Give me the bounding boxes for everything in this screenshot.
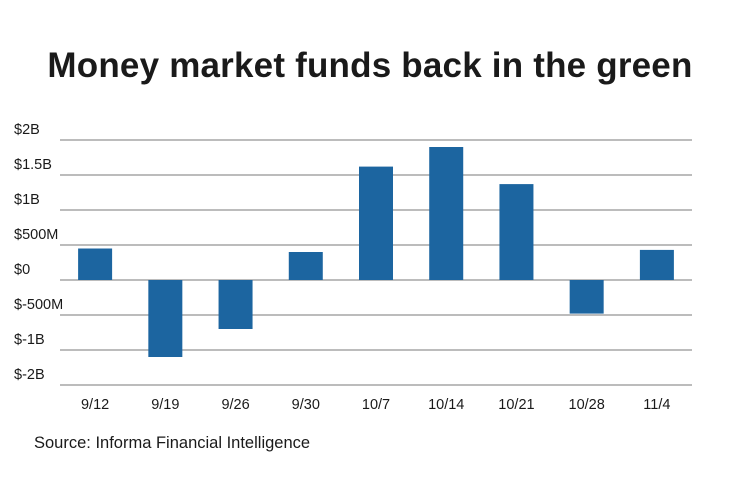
source-note: Source: Informa Financial Intelligence [34,434,311,452]
x-tick-label: 9/12 [81,397,109,413]
y-tick-label: $1B [14,192,40,208]
bar-10-14 [429,147,464,280]
bar-chart: $2B$1.5B$1B$500M$0$-500M$-1B$-2B 9/12 9/1… [14,122,692,413]
x-tick-label: 11/4 [643,397,670,413]
x-tick-label: 9/19 [151,397,179,413]
x-tick-label: 10/7 [362,397,390,413]
bar-9-19 [148,280,183,357]
y-tick-label: $-500M [14,297,63,313]
bar-10-7 [359,166,393,280]
y-tick-label: $0 [14,262,30,278]
x-axis-labels: 9/12 9/19 9/26 9/30 10/7 10/14 10/21 10/28 11/4 [81,397,670,413]
y-tick-label: $500M [14,227,58,243]
x-tick-label: 10/14 [428,397,464,413]
chart-title: Money market funds back in the green [47,46,693,85]
x-tick-label: 9/26 [221,397,249,413]
y-tick-label: $2B [14,122,40,138]
x-tick-label: 9/30 [292,397,320,413]
y-tick-label: $1.5B [14,157,52,173]
y-tick-label: $-1B [14,332,45,348]
bar-9-12 [78,248,113,280]
bar-10-28 [569,280,604,314]
x-tick-label: 10/21 [498,397,534,413]
bar-9-26 [218,280,253,329]
bar-10-21 [499,184,534,280]
bars [78,147,674,357]
bar-9-30 [288,252,323,280]
y-tick-label: $-2B [14,367,45,383]
y-axis-labels: $2B $1.5B $1B $500M $0 $-500M $-1B $-2B [14,122,63,383]
bar-11-4 [639,249,674,280]
x-tick-label: 10/28 [569,397,605,413]
